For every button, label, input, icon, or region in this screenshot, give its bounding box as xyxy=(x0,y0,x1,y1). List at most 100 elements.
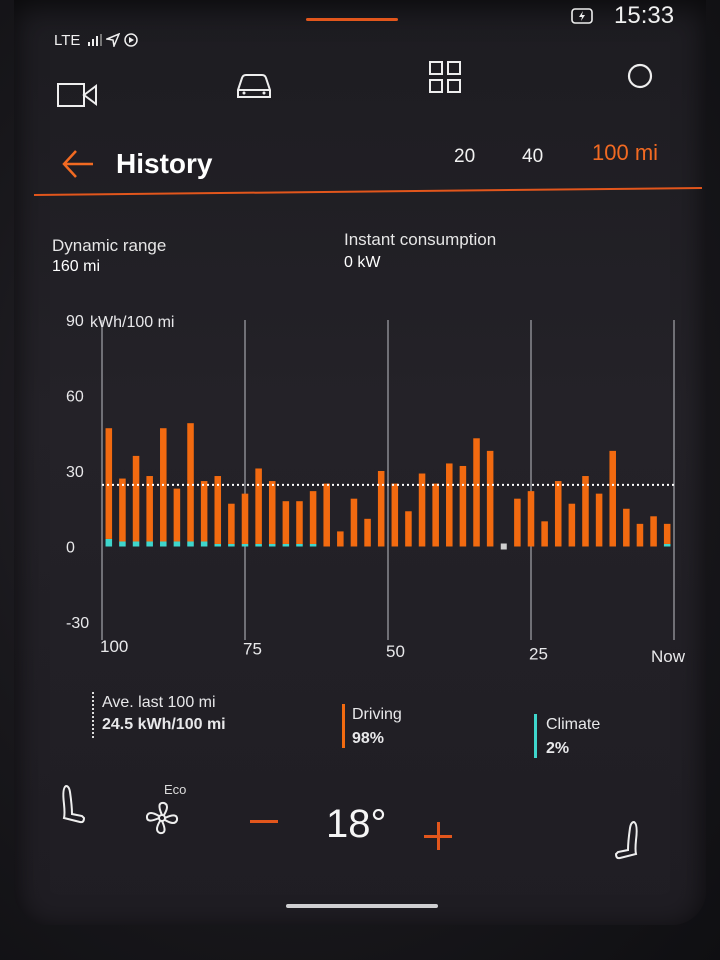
average-label: Ave. last 100 mi xyxy=(102,694,216,711)
climate-bar xyxy=(241,543,249,547)
car-icon[interactable] xyxy=(232,66,276,106)
driving-bar xyxy=(405,511,412,547)
driving-bar xyxy=(473,438,480,547)
climate-marker xyxy=(534,714,537,758)
y-tick-label: 0 xyxy=(66,540,75,557)
driving-bar xyxy=(255,468,262,544)
x-tick-label: 25 xyxy=(529,645,548,664)
driving-bar xyxy=(323,483,330,547)
drag-handle[interactable] xyxy=(306,18,398,21)
climate-bar xyxy=(268,543,276,547)
range-option-100-mi[interactable]: 100 mi xyxy=(592,140,659,165)
driver-seat-heat-icon[interactable] xyxy=(54,782,94,830)
driving-bar xyxy=(187,423,194,542)
driving-bar xyxy=(146,476,153,542)
climate-bar xyxy=(119,541,126,547)
driving-bar xyxy=(228,503,235,544)
climate-label: Climate xyxy=(546,716,601,733)
profile-circle-icon[interactable] xyxy=(618,56,662,96)
driving-bar xyxy=(595,493,603,547)
climate-bar xyxy=(105,538,113,547)
driving-bar xyxy=(459,465,467,547)
climate-bar xyxy=(146,541,153,547)
temperature-display: 18° xyxy=(326,802,387,846)
media-play-icon xyxy=(124,33,138,47)
driving-marker xyxy=(342,704,345,748)
consumption-history-chart: 90 60 30 0 -30 kWh/100 mi 100 75 50 25 Now mi xyxy=(66,313,686,680)
y-tick-label: -30 xyxy=(66,615,89,632)
fan-icon[interactable] xyxy=(142,798,182,838)
driving-bar xyxy=(609,450,616,547)
chart-gridlines xyxy=(101,320,675,640)
chart-y-ticks: 90 60 30 0 -30 xyxy=(66,313,89,632)
driving-bar xyxy=(132,455,140,542)
camera-icon[interactable] xyxy=(56,76,100,116)
average-value: 24.5 kWh/100 mi xyxy=(102,716,226,733)
chart-unit-label: kWh/100 mi xyxy=(90,314,174,331)
clock: 15:33 xyxy=(614,2,675,29)
apps-grid-icon[interactable] xyxy=(424,58,468,98)
driving-bar xyxy=(554,481,562,547)
x-tick-label: 100 xyxy=(100,637,128,656)
driving-bar xyxy=(391,483,399,547)
driving-bar xyxy=(623,508,630,547)
driving-value: 98% xyxy=(352,730,385,747)
charging-status-icon xyxy=(571,8,593,24)
home-indicator[interactable] xyxy=(286,904,438,908)
chart-x-unit-label: mi xyxy=(626,677,644,680)
driving-bar xyxy=(377,471,385,547)
driving-bar xyxy=(350,498,358,547)
driving-bar xyxy=(173,488,181,542)
driving-bar xyxy=(200,481,208,542)
climate-bar xyxy=(187,541,194,547)
x-tick-label: 75 xyxy=(243,640,262,659)
x-tick-label: 50 xyxy=(386,642,405,661)
average-marker xyxy=(92,692,96,738)
signal-icon xyxy=(87,34,102,46)
driving-bar xyxy=(582,476,589,547)
network-label: LTE xyxy=(54,32,81,49)
range-option-40[interactable]: 40 xyxy=(522,146,544,167)
driving-bar xyxy=(568,503,576,547)
driving-bar xyxy=(514,498,521,547)
driving-bar xyxy=(663,523,671,544)
network-status: LTE xyxy=(54,32,138,49)
back-arrow-icon[interactable] xyxy=(60,146,96,182)
driving-bar xyxy=(500,543,507,550)
driving-bar xyxy=(541,521,548,547)
range-option-20[interactable]: 20 xyxy=(454,146,476,167)
y-tick-label: 90 xyxy=(66,313,84,330)
climate-bar xyxy=(255,543,262,547)
temperature-decrease-button[interactable] xyxy=(250,820,278,823)
climate-bar xyxy=(160,541,167,547)
driving-bar xyxy=(337,531,344,547)
climate-bar xyxy=(663,543,671,547)
driving-bar xyxy=(636,523,644,547)
driving-bar xyxy=(282,501,290,544)
location-arrow-icon xyxy=(104,32,121,49)
driving-bar xyxy=(119,478,126,542)
passenger-seat-heat-icon[interactable] xyxy=(606,818,646,866)
infotainment-screen: LTE 15:33 History 20 xyxy=(14,0,706,925)
page-title: History xyxy=(116,148,213,179)
driving-bar xyxy=(241,493,249,544)
driving-label: Driving xyxy=(352,706,402,723)
plus-icon-vertical[interactable] xyxy=(437,822,440,850)
driving-bar xyxy=(364,518,371,547)
driving-bar xyxy=(309,491,317,544)
climate-bar xyxy=(173,541,181,547)
driving-bar xyxy=(418,473,426,547)
instant-consumption-label: Instant consumption xyxy=(344,230,497,249)
chart-x-ticks: 100 75 50 25 Now xyxy=(100,637,686,666)
climate-bar xyxy=(214,543,222,547)
y-tick-label: 30 xyxy=(66,464,84,481)
driving-bar xyxy=(432,483,439,547)
climate-bar xyxy=(296,543,303,547)
climate-value: 2% xyxy=(546,740,570,757)
dynamic-range-value: 160 mi xyxy=(52,258,101,275)
driving-bar xyxy=(214,476,222,544)
driving-bar xyxy=(650,516,657,547)
x-tick-label: Now xyxy=(651,647,686,666)
climate-bar xyxy=(282,543,290,547)
driving-bar xyxy=(268,481,276,544)
